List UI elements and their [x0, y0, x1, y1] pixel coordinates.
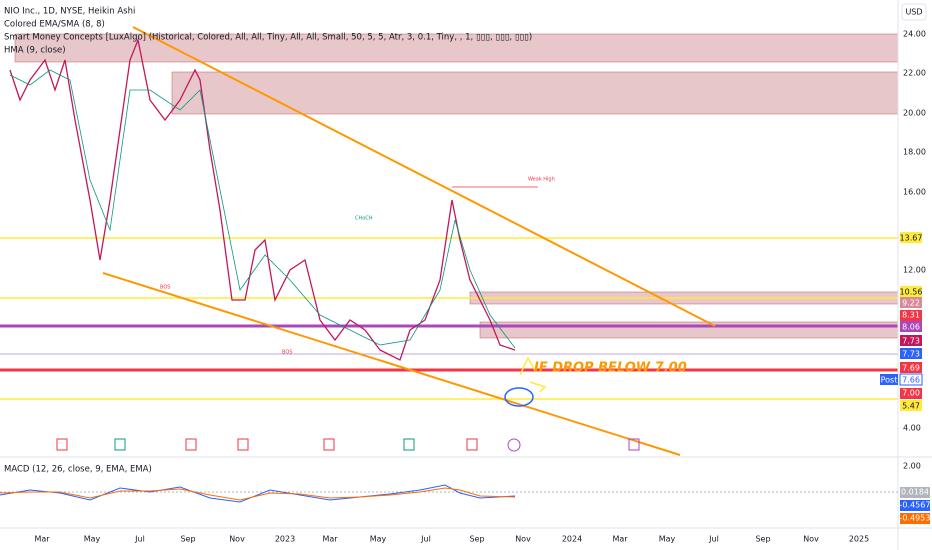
levels [0, 237, 898, 400]
tag: -0.4567 [900, 501, 931, 510]
time-label: Jul [420, 535, 431, 544]
axis-label: 20.00 [903, 109, 926, 118]
macd-title: MACD (12, 26, close, 9, EMA, EMA) [4, 465, 152, 475]
signal-line [0, 487, 516, 501]
zones [14, 33, 899, 339]
tag: 7.00 [902, 389, 920, 398]
time-label: May [659, 535, 676, 544]
label: BOS [160, 285, 170, 291]
indicator: Colored EMA/SMA (8, 8) [4, 20, 105, 30]
tag: 7.69 [902, 364, 920, 373]
indicator: HMA (9, close) [4, 46, 66, 56]
tag: 8.31 [902, 311, 920, 320]
currency-button[interactable] [901, 3, 927, 21]
time-label: Mar [612, 535, 628, 544]
time-label: Nov [515, 535, 531, 544]
tag: 10.56 [900, 288, 923, 297]
time-label: Nov [803, 535, 819, 544]
indicator: Smart Money Concepts [LuxAlgo] (Historic… [4, 33, 532, 43]
price-axis: 24.00 22.00 20.00 18.00 16.00 12.00 4.00 [903, 30, 926, 433]
tag: 0.0184 [901, 488, 929, 497]
time-label: Mar [34, 535, 50, 544]
events [56, 438, 640, 452]
label: BOS [282, 350, 292, 356]
time-label: 2025 [849, 535, 869, 544]
axis-label: 24.00 [903, 30, 926, 39]
time-label: Jul [134, 535, 145, 544]
axis-label: 2.00 [903, 462, 921, 471]
tag: 7.66 [902, 376, 920, 385]
tag: 7.73 [902, 337, 920, 346]
time-label: Jul [708, 535, 719, 544]
tag: 8.06 [902, 323, 920, 332]
trendlines [102, 26, 716, 456]
time-label: 2023 [275, 535, 295, 544]
tag: -0.4953 [900, 514, 931, 523]
time-label: Sep [755, 535, 770, 544]
annotation: IF DROP BELOW 7.00 [534, 361, 687, 376]
time-label: May [84, 535, 101, 544]
axis-label: 4.00 [903, 424, 921, 433]
label: Weak High [528, 177, 555, 183]
tag: 5.47 [902, 402, 920, 411]
tag: 13.67 [900, 234, 923, 243]
time-label: Sep [180, 535, 195, 544]
time-axis: Mar May Jul Sep Nov 2023 Mar May Jul Sep Nov 2024 Ma… [34, 535, 869, 544]
currency: USD [905, 8, 922, 17]
tag: Post [881, 376, 898, 385]
price-tags: 13.67 10.56 9.22 8.31 8.06 7.73 7.73 7.6… [880, 232, 923, 411]
time-label: Sep [469, 535, 484, 544]
arrow [519, 356, 547, 393]
time-label: Nov [229, 535, 245, 544]
time-label: 2024 [562, 535, 582, 544]
tag: 7.73 [902, 350, 920, 359]
ema-line [9, 69, 516, 349]
axis-label: 22.00 [903, 69, 926, 78]
circle [504, 387, 534, 407]
time-label: May [370, 535, 387, 544]
time-label: Mar [322, 535, 338, 544]
tag: 9.22 [902, 299, 920, 308]
price-candles [9, 37, 516, 361]
axis-label: 12.00 [903, 266, 926, 275]
axis-label: 18.00 [903, 148, 926, 157]
macd-line [0, 484, 516, 503]
axis-label: 16.00 [903, 188, 926, 197]
label: CHoCH [355, 216, 373, 222]
symbol: NIO Inc., 1D, NYSE, Heikin Ashi [4, 7, 135, 17]
